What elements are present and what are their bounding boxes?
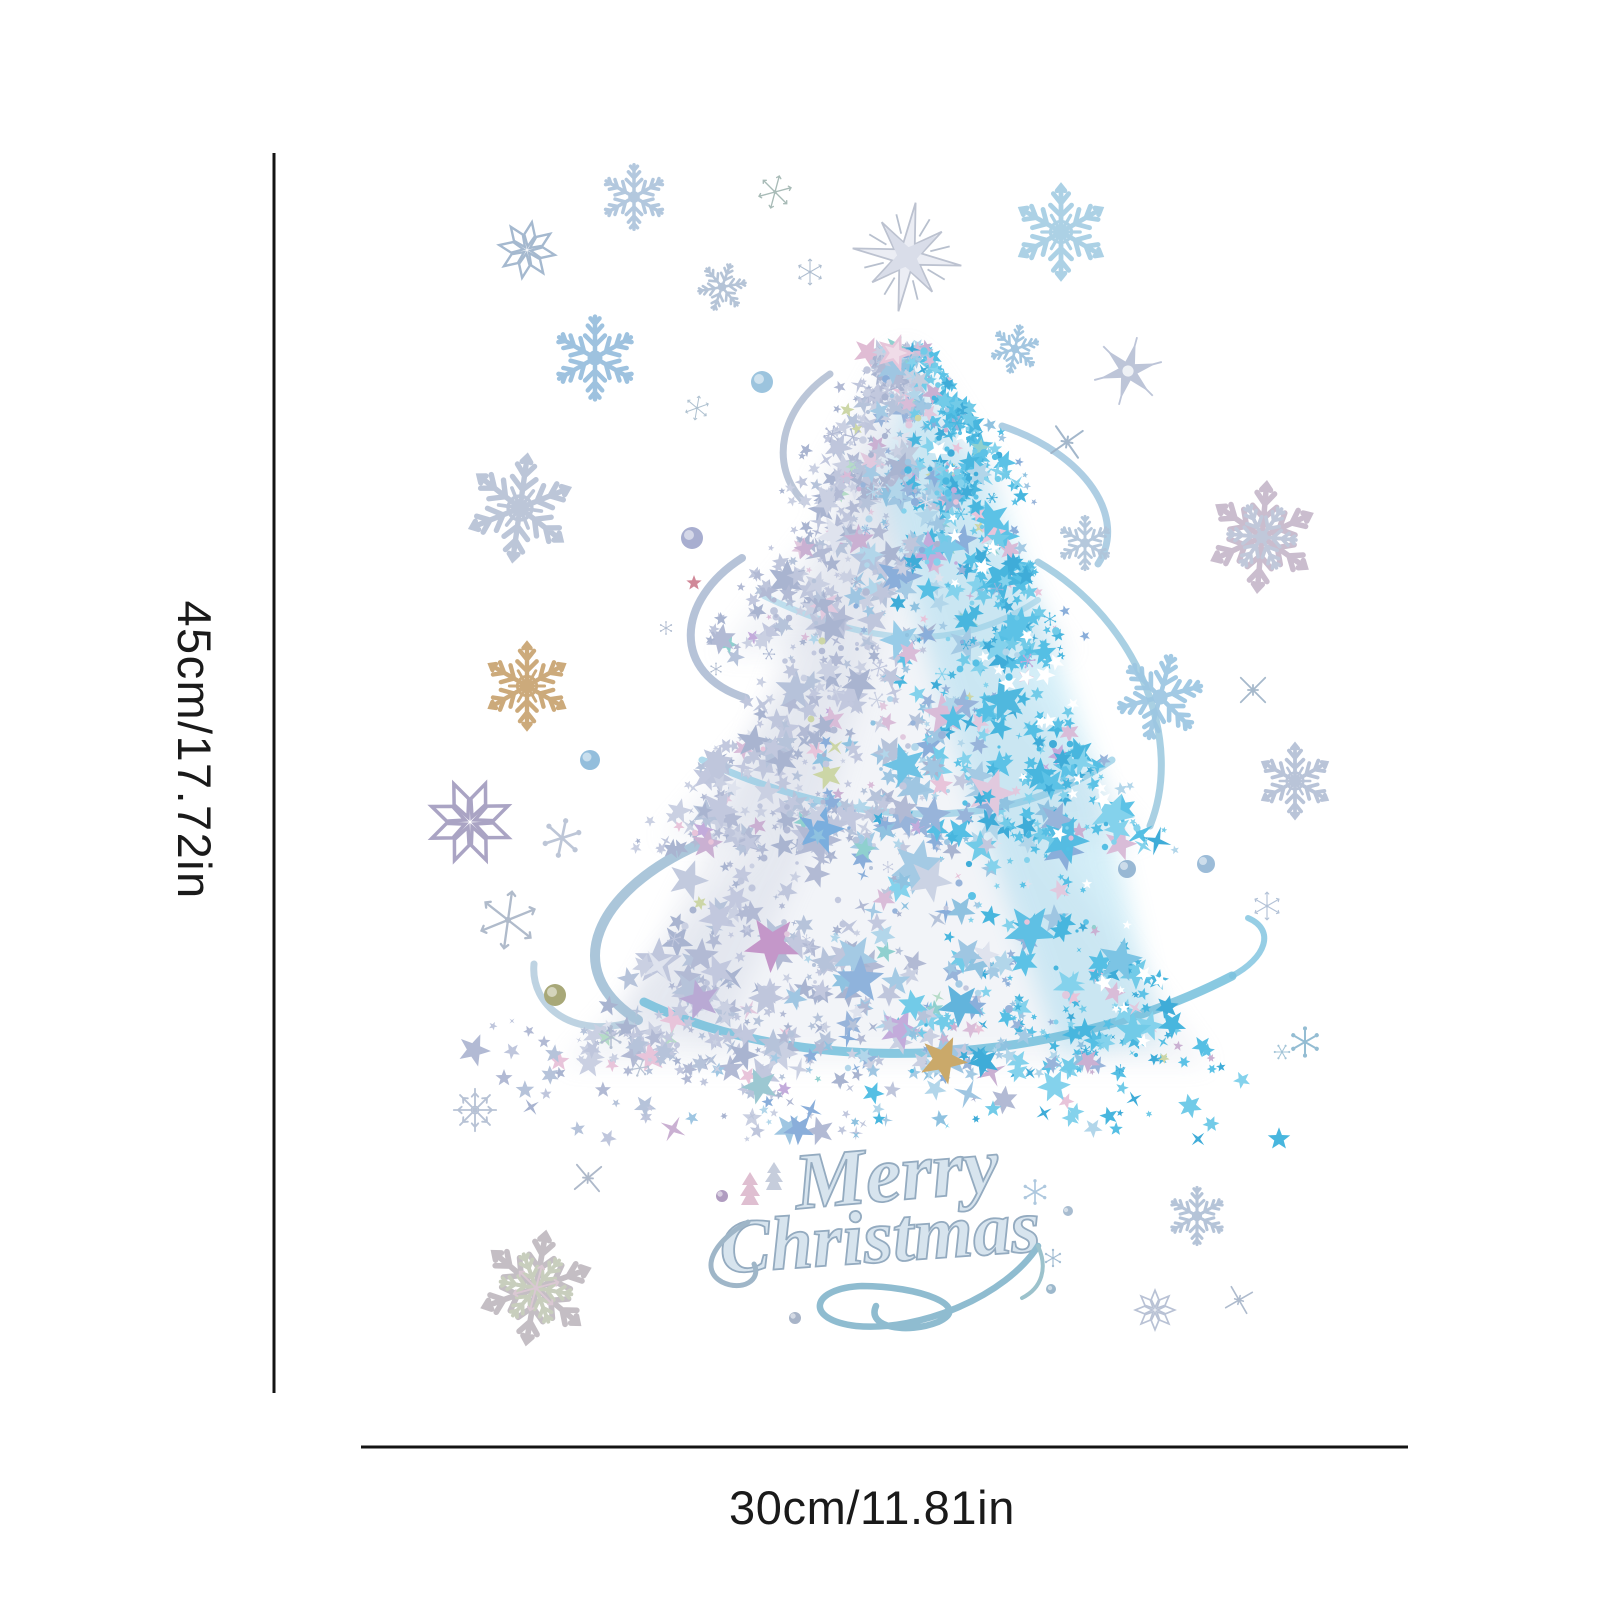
svg-text:Merry: Merry — [789, 1121, 1003, 1227]
svg-text:45cm/17.72in: 45cm/17.72in — [168, 601, 221, 900]
svg-text:30cm/11.81in: 30cm/11.81in — [729, 1481, 1015, 1534]
svg-text:Christmas: Christmas — [717, 1184, 1043, 1290]
